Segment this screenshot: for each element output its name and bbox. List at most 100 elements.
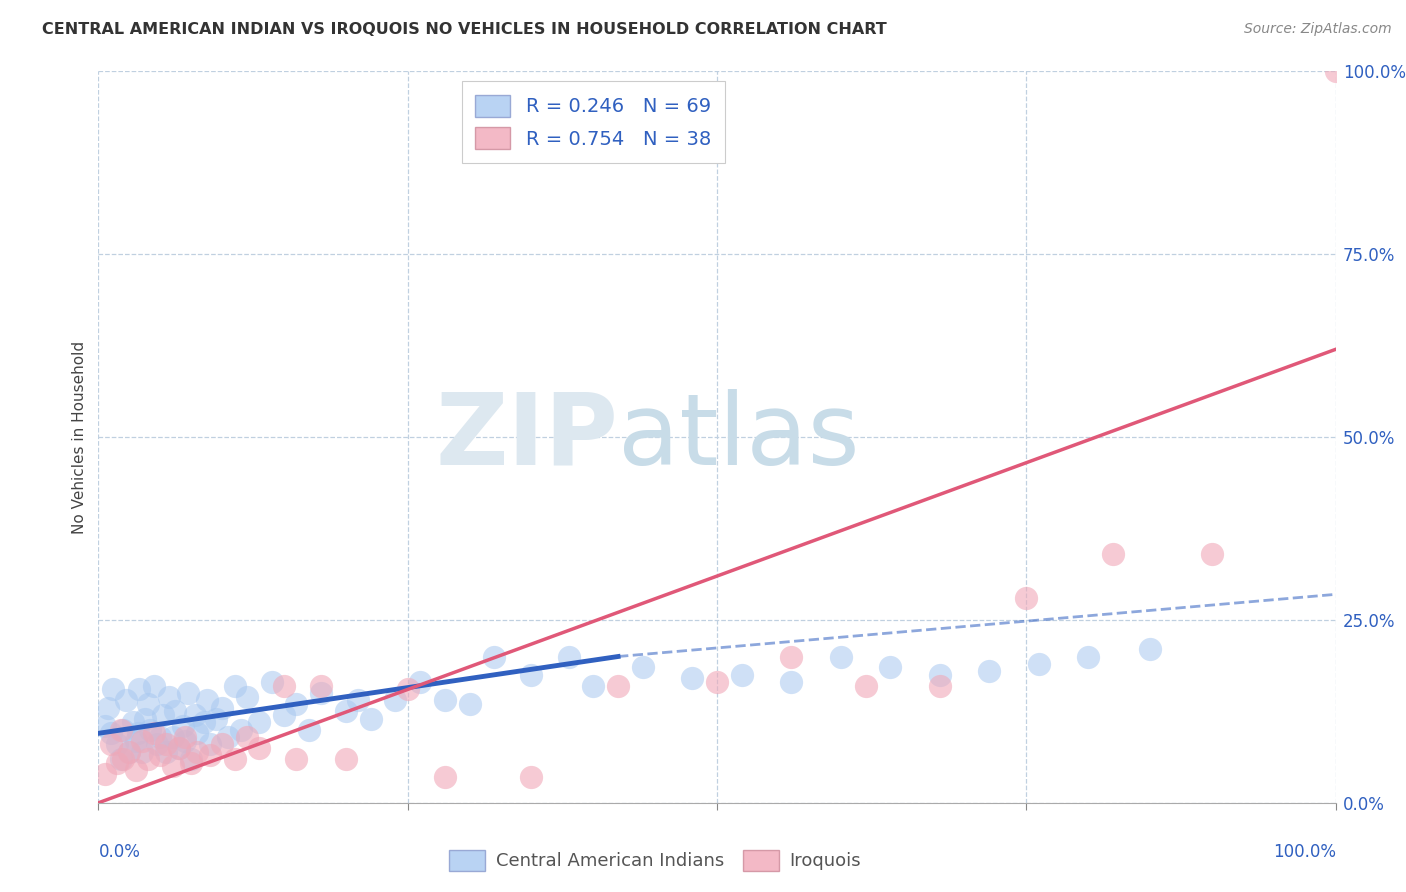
Point xyxy=(105,756,128,770)
Point xyxy=(433,770,456,784)
Point xyxy=(855,679,877,693)
Point xyxy=(145,737,167,751)
Point xyxy=(143,726,166,740)
Point xyxy=(155,737,177,751)
Point xyxy=(112,752,135,766)
Point xyxy=(167,740,190,755)
Text: 100.0%: 100.0% xyxy=(1272,843,1336,861)
Point xyxy=(557,649,579,664)
Point xyxy=(184,708,207,723)
Point xyxy=(193,715,215,730)
Point xyxy=(110,723,132,737)
Point xyxy=(298,723,321,737)
Point xyxy=(93,766,115,780)
Point xyxy=(433,693,456,707)
Point xyxy=(149,730,172,744)
Point xyxy=(780,649,803,664)
Point xyxy=(134,712,156,726)
Point xyxy=(105,737,128,751)
Point xyxy=(458,697,481,711)
Point xyxy=(149,748,172,763)
Point xyxy=(100,726,122,740)
Point xyxy=(1139,642,1161,657)
Point xyxy=(128,682,150,697)
Point xyxy=(1324,64,1347,78)
Point xyxy=(384,693,406,707)
Point xyxy=(198,737,221,751)
Legend: Central American Indians, Iroquois: Central American Indians, Iroquois xyxy=(441,843,869,878)
Text: ZIP: ZIP xyxy=(436,389,619,485)
Point xyxy=(93,719,115,733)
Point xyxy=(1077,649,1099,664)
Point xyxy=(103,682,125,697)
Point xyxy=(335,752,357,766)
Point xyxy=(131,745,153,759)
Point xyxy=(607,679,630,693)
Point xyxy=(124,733,146,747)
Point xyxy=(165,705,187,719)
Point xyxy=(186,726,208,740)
Point xyxy=(309,679,332,693)
Point xyxy=(172,719,194,733)
Point xyxy=(236,730,259,744)
Point xyxy=(136,697,159,711)
Point xyxy=(1201,547,1223,561)
Point xyxy=(879,660,901,674)
Point xyxy=(124,763,146,777)
Point xyxy=(928,679,950,693)
Point xyxy=(731,667,754,681)
Point xyxy=(211,700,233,714)
Point xyxy=(162,759,184,773)
Point xyxy=(830,649,852,664)
Point xyxy=(195,693,218,707)
Point xyxy=(706,675,728,690)
Point xyxy=(247,715,270,730)
Point xyxy=(114,693,136,707)
Y-axis label: No Vehicles in Household: No Vehicles in Household xyxy=(72,341,87,533)
Point xyxy=(176,686,198,700)
Point xyxy=(1028,657,1050,671)
Text: 0.0%: 0.0% xyxy=(98,843,141,861)
Point xyxy=(180,752,202,766)
Point xyxy=(167,740,190,755)
Point xyxy=(97,700,120,714)
Point xyxy=(139,723,162,737)
Point xyxy=(136,752,159,766)
Point xyxy=(127,726,149,740)
Point xyxy=(520,667,543,681)
Point xyxy=(198,748,221,763)
Point xyxy=(186,745,208,759)
Point xyxy=(155,745,177,759)
Point xyxy=(247,740,270,755)
Text: CENTRAL AMERICAN INDIAN VS IROQUOIS NO VEHICLES IN HOUSEHOLD CORRELATION CHART: CENTRAL AMERICAN INDIAN VS IROQUOIS NO V… xyxy=(42,22,887,37)
Point xyxy=(582,679,605,693)
Point xyxy=(360,712,382,726)
Point xyxy=(1102,547,1125,561)
Point xyxy=(285,697,308,711)
Point xyxy=(631,660,654,674)
Point xyxy=(484,649,506,664)
Point xyxy=(347,693,370,707)
Point xyxy=(1015,591,1038,605)
Point xyxy=(273,708,295,723)
Text: atlas: atlas xyxy=(619,389,859,485)
Point xyxy=(122,715,145,730)
Point xyxy=(309,686,332,700)
Point xyxy=(205,712,228,726)
Point xyxy=(162,730,184,744)
Text: Source: ZipAtlas.com: Source: ZipAtlas.com xyxy=(1244,22,1392,37)
Point xyxy=(396,682,419,697)
Point xyxy=(260,675,283,690)
Point xyxy=(100,737,122,751)
Point xyxy=(520,770,543,784)
Point xyxy=(174,730,197,744)
Point xyxy=(681,672,703,686)
Point xyxy=(224,679,246,693)
Point xyxy=(780,675,803,690)
Point xyxy=(118,745,141,759)
Point xyxy=(112,723,135,737)
Point xyxy=(152,708,174,723)
Point xyxy=(174,733,197,747)
Point xyxy=(285,752,308,766)
Point xyxy=(979,664,1001,678)
